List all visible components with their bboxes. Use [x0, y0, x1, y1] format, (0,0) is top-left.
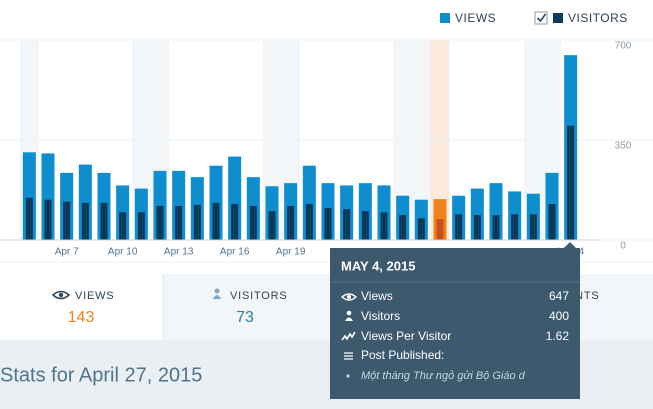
visitors-bar: [100, 202, 108, 240]
visitors-bar: [548, 204, 556, 240]
icon: [345, 317, 353, 321]
visitors-bar: [305, 204, 313, 240]
x-tick-label: Apr 7: [55, 247, 79, 258]
visitors-bar: [473, 215, 481, 240]
tooltip-box: [330, 248, 580, 399]
visitors-bar: [529, 214, 537, 240]
visitors-bar: [212, 202, 220, 240]
legend-label: VIEWS: [455, 11, 496, 25]
tooltip-title: MAY 4, 2015: [341, 258, 415, 273]
visitors-bar: [399, 215, 407, 240]
visitors-bar: [156, 206, 164, 240]
icon: [341, 331, 356, 341]
tab-label: VIEWS: [75, 290, 114, 302]
visitors-bar: [343, 209, 351, 240]
tooltip-value: 647: [549, 289, 569, 303]
visitors-bar: [361, 211, 369, 240]
eye-icon: [58, 292, 64, 298]
visitors-bar: [455, 214, 463, 240]
summary-title: Stats for April 27, 2015: [0, 364, 202, 386]
legend-swatch: [553, 13, 563, 23]
legend-label: VISITORS: [568, 11, 628, 25]
post-clip: Một tháng Thư ngỏ gửi Bộ Giáo d: [361, 370, 526, 382]
x-tick-label: Apr 19: [276, 247, 306, 258]
visitors-bar: [44, 199, 52, 240]
tooltip-arrow: [564, 242, 576, 248]
y-tick-label: 350: [615, 141, 632, 152]
bullet: [346, 374, 350, 378]
visitors-bar: [287, 206, 295, 240]
person-icon: [213, 295, 221, 299]
visitors-bar: [249, 206, 257, 240]
visitors-bar: [268, 211, 276, 240]
x-tick-label: Apr 16: [220, 247, 250, 258]
visitors-bar: [324, 208, 332, 240]
post-heading: Post Published:: [361, 348, 444, 362]
visitors-bar: [25, 197, 33, 240]
tab-visitors[interactable]: VISITORS 73: [213, 288, 288, 327]
tab-label: VISITORS: [230, 290, 288, 302]
visitors-bar: [81, 202, 89, 240]
tooltip-label: Visitors: [361, 309, 400, 323]
visitors-bar: [63, 201, 71, 240]
visitors-bar: [492, 215, 500, 240]
visitors-bar: [137, 212, 145, 240]
legend-swatch: [440, 13, 450, 23]
tooltip-value: 400: [549, 309, 569, 323]
visitors-bar: [231, 204, 239, 240]
x-tick-label: Apr 10: [108, 247, 138, 258]
visitors-bar: [380, 212, 388, 240]
visitors-bar: [567, 125, 575, 240]
icon: [346, 310, 352, 316]
person-icon: [214, 288, 220, 294]
visitors-bar: [193, 204, 201, 240]
icon: [340, 293, 358, 301]
tooltip: MAY 4, 2015 Views 647 Visitors 400 Views Per…: [330, 242, 580, 399]
tooltip-label: Views Per Visitor: [361, 329, 451, 343]
y-tick-label: 700: [615, 41, 632, 52]
tab-value: 143: [68, 309, 95, 326]
tooltip-label: Views: [361, 289, 393, 303]
tab-views[interactable]: VIEWS 143: [51, 290, 114, 326]
tab-value: 73: [236, 309, 254, 326]
icon: [347, 295, 351, 299]
visitors-bar: [436, 219, 444, 240]
post-title: Một tháng Thư ngỏ gửi Bộ Giáo d: [361, 370, 526, 382]
visitors-bar: [119, 212, 127, 240]
x-tick-label: Apr 13: [164, 247, 194, 258]
icon: [344, 352, 353, 360]
check-mark: [536, 13, 547, 23]
tooltip-value: 1.62: [546, 329, 570, 343]
visitors-bar: [175, 206, 183, 240]
tooltip-rows: Views 647 Visitors 400 Views Per Visitor 1.62: [361, 289, 569, 343]
visitors-bar: [417, 218, 425, 240]
y-tick-label: 0: [620, 241, 626, 252]
visitors-bar: [511, 214, 519, 240]
eye-icon: [51, 290, 71, 300]
